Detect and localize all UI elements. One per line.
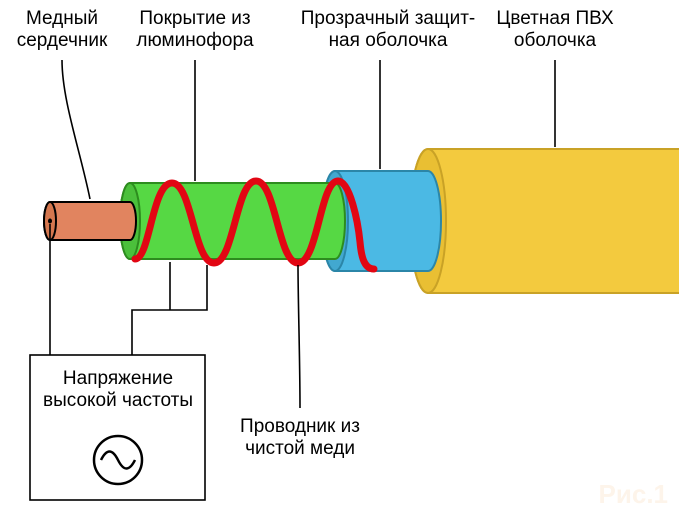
label-pvc-l1: Цветная ПВХ bbox=[496, 8, 614, 29]
label-hf-l1: Напряжение bbox=[63, 368, 173, 389]
label-core-l1: Медный bbox=[26, 8, 98, 29]
watermark: Рис.1 bbox=[599, 479, 668, 509]
label-hf-l2: высокой частоты bbox=[43, 390, 193, 411]
label-core-l2: сердечник bbox=[17, 30, 108, 51]
label-conductor-l1: Проводник из bbox=[240, 416, 360, 437]
label-phosphor: Покрытие излюминофора bbox=[136, 8, 254, 51]
label-phosphor-l2: люминофора bbox=[136, 30, 254, 51]
label-pvc: Цветная ПВХоболочка bbox=[496, 8, 614, 51]
leader-hf-bracket bbox=[132, 262, 207, 355]
cable-diagram: Медныйсердечник Покрытие излюминофора Проз… bbox=[0, 0, 679, 513]
label-hf: Напряжениевысокой частоты bbox=[43, 368, 193, 411]
label-pvc-l2: оболочка bbox=[514, 30, 597, 51]
label-conductor-l2: чистой меди bbox=[245, 438, 355, 459]
copper-core bbox=[44, 202, 136, 240]
label-clear-l2: ная оболочка bbox=[329, 30, 448, 51]
label-clear-l1: Прозрачный защит- bbox=[301, 8, 476, 29]
label-clear: Прозрачный защит-ная оболочка bbox=[301, 8, 476, 51]
leader-conductor bbox=[298, 265, 300, 408]
label-phosphor-l1: Покрытие из bbox=[139, 8, 250, 29]
leader-core bbox=[62, 60, 90, 199]
label-conductor: Проводник изчистой меди bbox=[240, 416, 360, 459]
pvc-jacket bbox=[410, 149, 679, 293]
core-dot bbox=[48, 219, 52, 224]
label-core: Медныйсердечник bbox=[17, 8, 108, 51]
